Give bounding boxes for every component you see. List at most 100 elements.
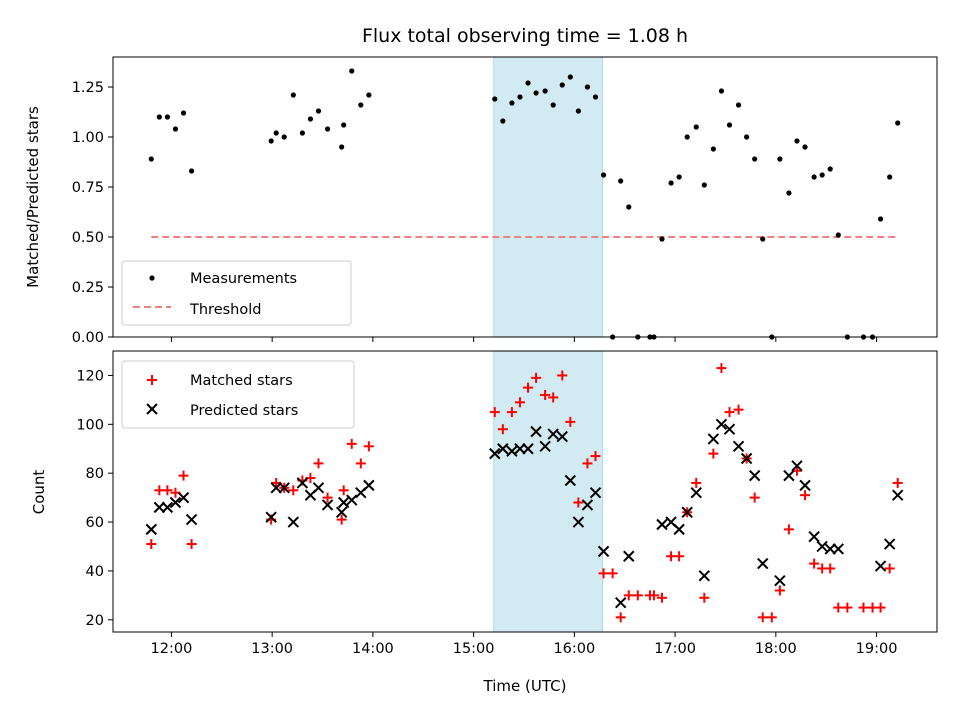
measurement-point [349,68,355,74]
predicted-star-point [556,430,568,443]
measurement-point [550,102,556,108]
predicted-star-point-b [665,516,677,528]
measurement-point [659,236,665,242]
predicted-star-point-b [808,530,820,543]
predicted-star-point-b [522,443,534,455]
predicted-star-point [690,487,702,499]
top-panel: 0.00 0.25 0.50 0.75 1.00 1.25 Measurements Thre… [72,56,938,346]
matched-star-point [607,568,618,579]
predicted-star-point-b [312,482,325,494]
predicted-star-point [321,499,334,511]
predicted-star-point-b [287,516,300,528]
matched-star-point [766,612,777,623]
predicted-star-point-b [547,428,559,440]
bottom-highlight-band [493,350,604,633]
legend-label-matched: Matched stars [190,373,293,389]
matched-star-point [162,485,173,496]
legend-predicted-marker [146,403,158,415]
predicted-star-point [816,540,828,553]
predicted-star-point-b [337,496,350,509]
predicted-star-point [161,501,174,514]
predicted-star-point-b [278,482,290,494]
predicted-star-point [715,418,728,431]
predicted-star-point [832,543,844,555]
predicted-star-point-b [748,469,761,482]
measurement-point [760,236,766,242]
predicted-star-point-b [597,545,610,558]
measurement-point [156,114,162,120]
legend-label-predicted: Predicted stars [190,403,298,419]
measurement-point [307,116,314,122]
bottom-y-tick-label: 80 [86,466,104,482]
predicted-star-point [539,440,551,453]
predicted-star-point-b [623,550,635,562]
measurement-point [802,144,808,150]
predicted-star-point [757,557,769,570]
predicted-star-point [530,425,542,438]
predicted-star-point [589,487,602,499]
matched-star-point [615,612,626,623]
predicted-star-point-b [556,430,568,443]
measurement-point [819,172,825,178]
predicted-star-point [337,496,350,509]
measurement-point [299,130,305,136]
predicted-star-point-b [321,499,334,511]
predicted-star-point-b [572,516,585,528]
predicted-star-point [296,477,309,489]
predicted-star-point-b [791,460,803,472]
measurement-point [744,134,750,140]
predicted-star-point-b [892,489,904,501]
matched-star-point [858,602,869,613]
matched-star-point [557,370,568,381]
predicted-star-point-b [296,477,309,489]
measurement-point [684,134,690,140]
predicted-star-point-b [681,506,693,518]
measurement-point [676,174,682,180]
measurement-point [895,120,901,126]
predicted-star-point-b [145,523,157,536]
bottom-panel: 20 40 60 80 100 120 12:00 13:00 14:00 15:00 16:00 1… [76,350,938,657]
predicted-star-point-b [707,433,720,445]
matched-star-point [598,568,609,579]
legend-label-threshold: Threshold [189,302,261,318]
matched-star-point [749,492,760,503]
matched-star-point [648,590,659,601]
predicted-star-point [883,538,896,550]
matched-star-point [674,551,685,562]
matched-star-point [632,590,643,601]
measurement-point [877,216,884,222]
measurement-point [693,124,699,130]
predicted-star-point-b [723,423,736,435]
predicted-star-point-b [363,479,375,492]
measurement-point [492,96,498,102]
measurement-point [315,108,322,114]
predicted-star-point-b [539,440,551,453]
measurement-point [701,182,707,188]
measurement-point [752,156,758,162]
measurement-point [710,146,716,152]
predicted-star-point-b [673,523,685,536]
predicted-star-point-b [740,452,753,465]
matched-star-point [733,404,744,415]
predicted-star-point [169,496,182,509]
measurement-point [735,102,742,108]
measurement-point [525,80,531,86]
measurement-point [290,92,296,98]
predicted-star-point [597,545,610,558]
measurement-point [172,126,179,132]
measurement-point [618,178,624,184]
matched-star-point [590,451,601,462]
predicted-star-point [799,479,811,492]
predicted-star-point [489,447,501,460]
legend-label-measurements: Measurements [190,271,297,287]
measurement-point [786,190,792,196]
predicted-star-point-b [169,496,182,509]
measurement-point [575,108,581,114]
predicted-star-point [783,469,795,482]
predicted-star-point [623,550,635,562]
matched-star-point [322,492,333,503]
predicted-star-point [185,513,198,526]
predicted-star-point-b [783,469,795,482]
measurement-point [180,110,187,116]
top-legend-box [121,260,352,326]
